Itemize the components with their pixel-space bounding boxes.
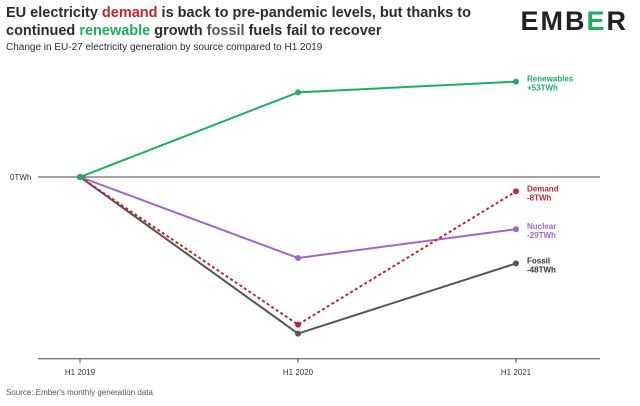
chart-subtitle: Change in EU-27 electricity generation b… [6, 42, 323, 53]
series-label-value: -48TWh [527, 265, 556, 274]
series-line-renewables [79, 80, 517, 178]
source-note: Source: Ember's monthly generation data [6, 388, 153, 397]
data-point-nuclear [295, 255, 301, 261]
title-segment: renewable [79, 23, 151, 39]
ember-logo: EMBER [520, 6, 628, 37]
title-segment: demand [101, 5, 158, 21]
x-tick-label: H1 2019 [65, 368, 96, 377]
logo-part2: R [606, 6, 628, 36]
data-point-renewables [513, 78, 519, 85]
data-point-fossil [513, 260, 519, 267]
title-segment: fuels fail to recover [244, 23, 382, 39]
data-point-renewables [295, 89, 301, 96]
series-label-name: Demand [527, 184, 559, 193]
title-segment: fossil [206, 23, 245, 39]
data-point-demand [513, 188, 519, 195]
x-tick-label: H1 2021 [501, 368, 532, 377]
series-line-nuclear [79, 176, 517, 259]
x-tick-label: H1 2020 [283, 368, 314, 377]
logo-accent: E [586, 6, 607, 36]
title-segment: growth [150, 23, 207, 39]
series-label-name: Nuclear [527, 222, 556, 231]
chart-title: EU electricity demand is back to pre-pan… [6, 4, 526, 40]
data-point-renewables [77, 174, 83, 180]
series-label-name: Fossil [527, 256, 550, 265]
data-point-fossil [295, 330, 301, 337]
data-point-demand [295, 321, 301, 328]
series-label-value: +53TWh [527, 84, 558, 93]
series-label-value: -29TWh [527, 231, 556, 240]
series-label-name: Renewables [527, 75, 574, 84]
data-point-nuclear [513, 226, 519, 233]
logo-part1: EMB [520, 6, 587, 36]
y-tick-label-zero: 0TWh [10, 173, 31, 182]
series-line-demand [79, 176, 517, 326]
series-label-value: -8TWh [527, 193, 552, 202]
title-segment: EU electricity [6, 5, 102, 21]
title-segment: is back to pre-pandemic levels, but than… [6, 5, 471, 39]
